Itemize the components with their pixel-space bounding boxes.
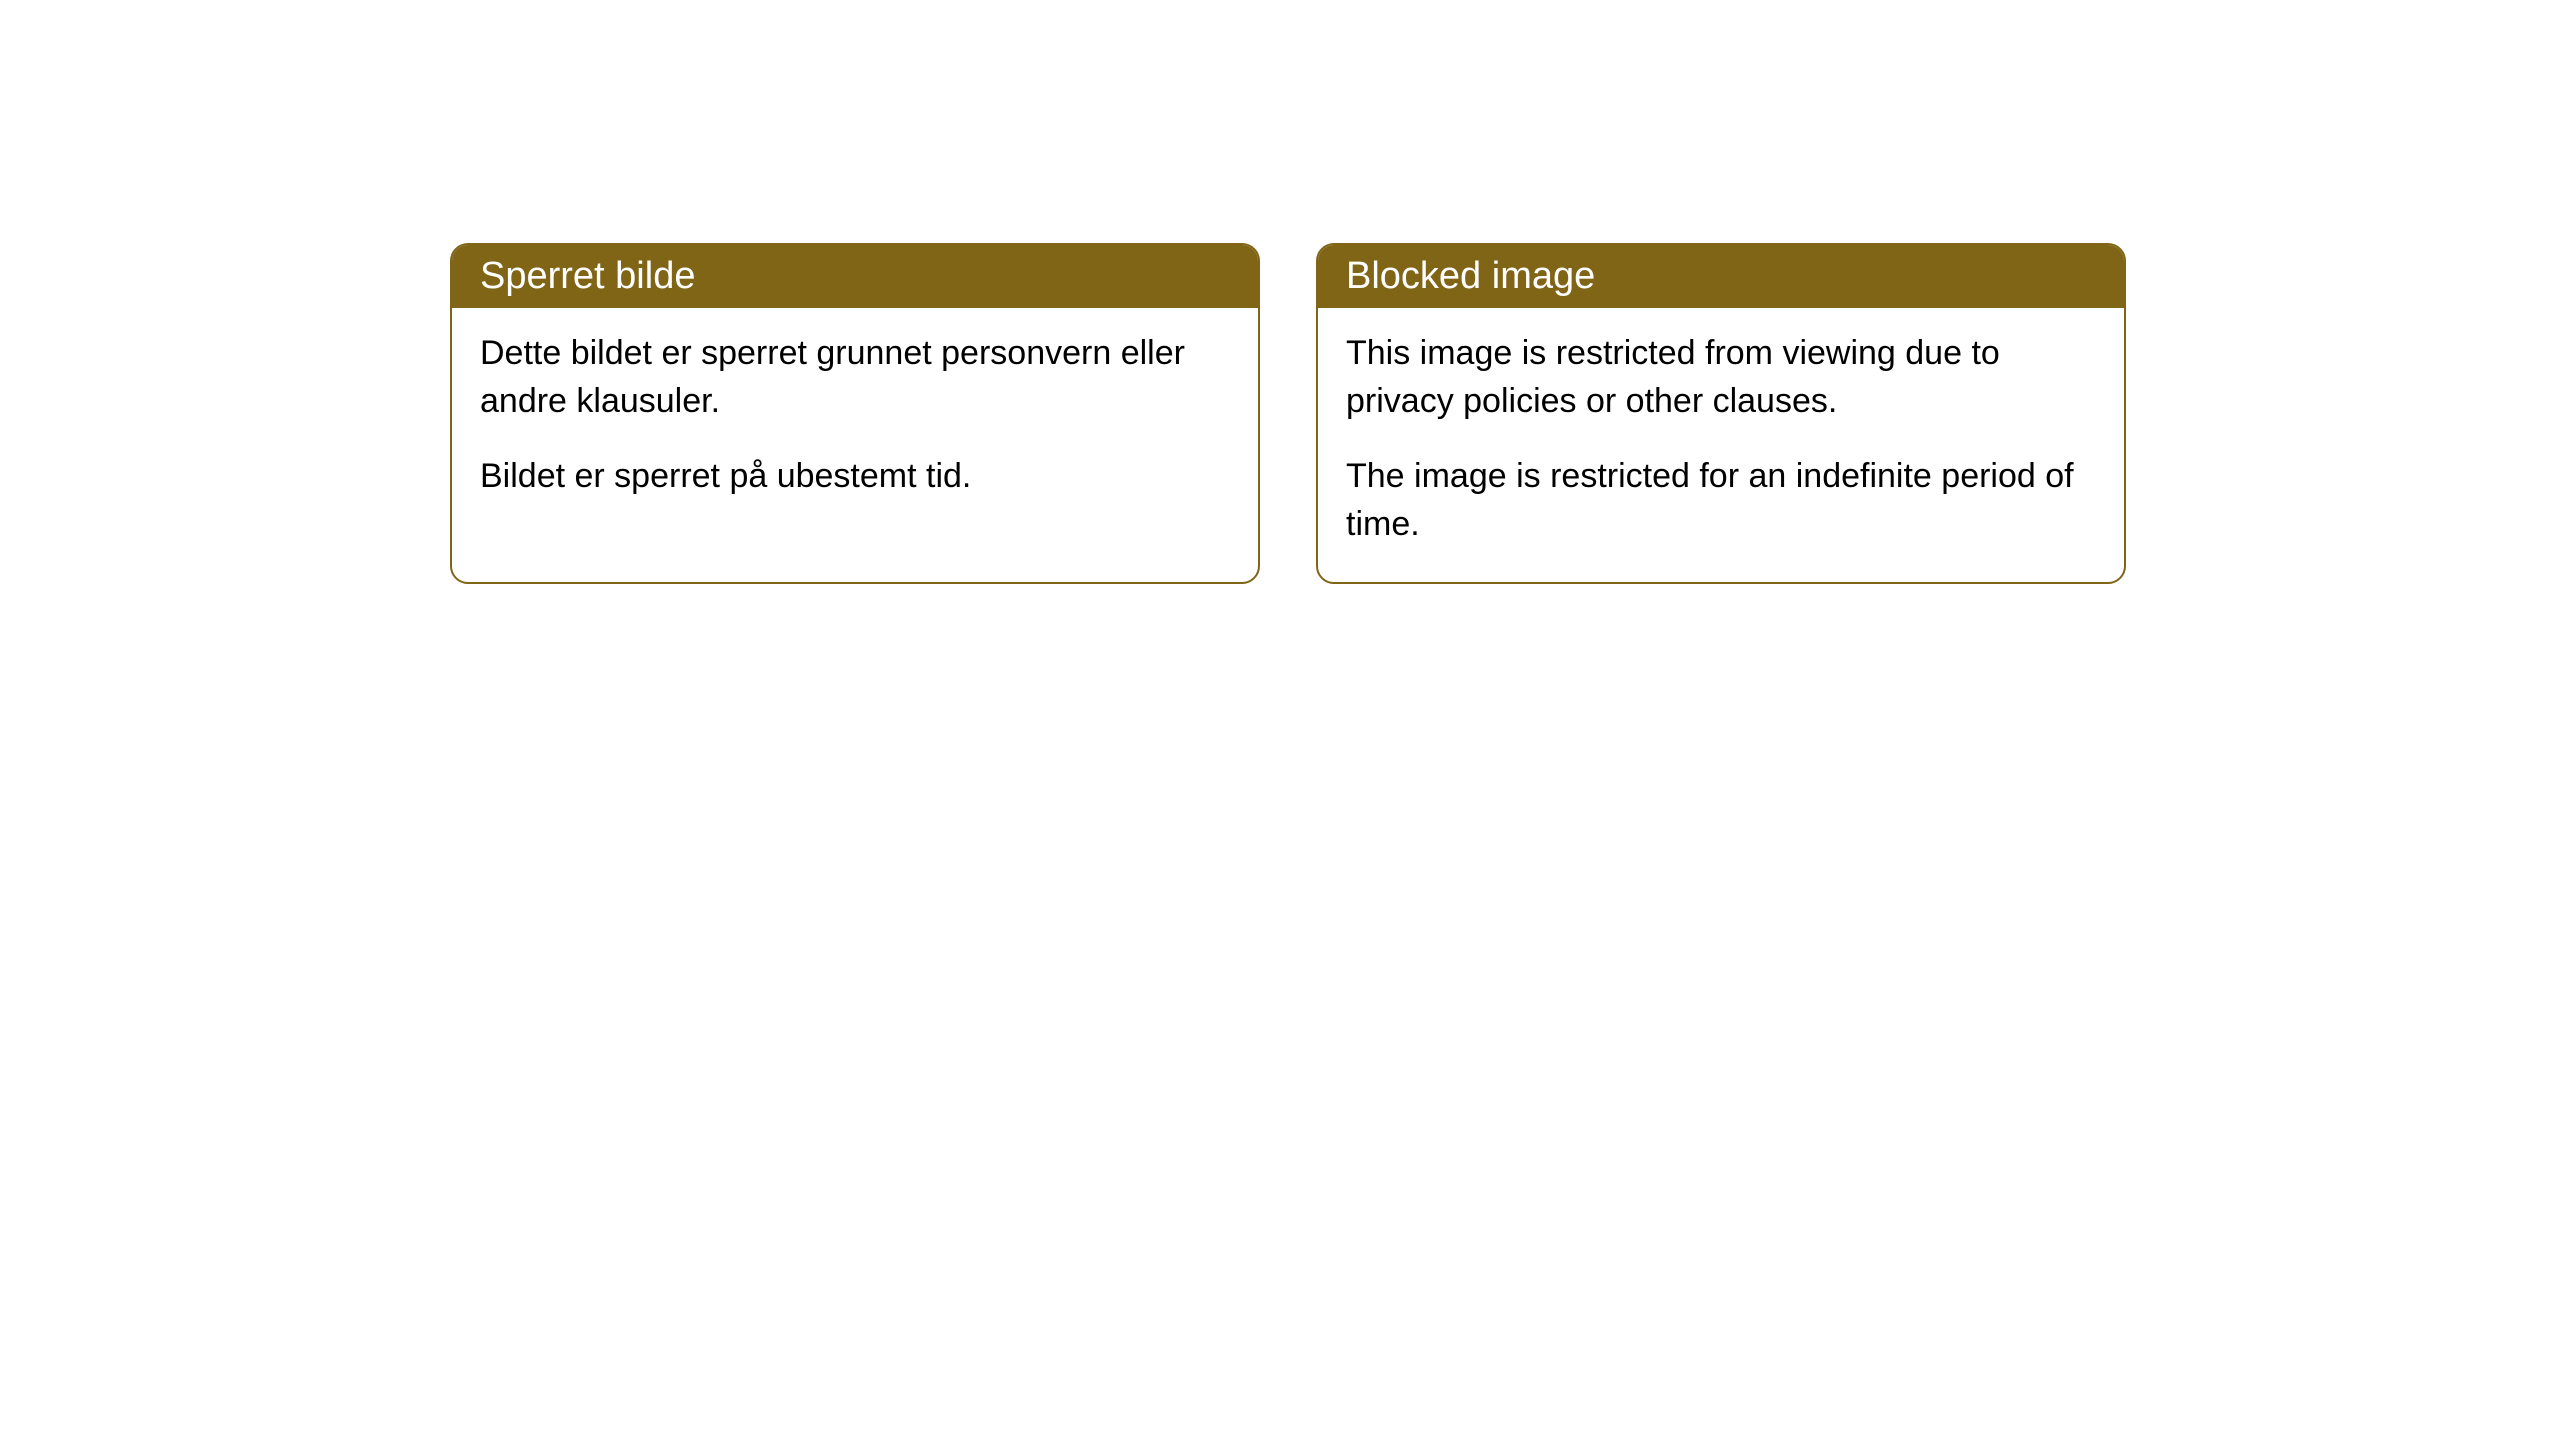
card-header-norwegian: Sperret bilde (452, 245, 1258, 308)
card-title-english: Blocked image (1346, 255, 1595, 297)
notice-card-english: Blocked image This image is restricted f… (1316, 243, 2126, 584)
card-header-english: Blocked image (1318, 245, 2124, 308)
card-paragraph-2-english: The image is restricted for an indefinit… (1346, 453, 2096, 548)
card-body-norwegian: Dette bildet er sperret grunnet personve… (452, 308, 1258, 535)
card-body-english: This image is restricted from viewing du… (1318, 308, 2124, 582)
card-title-norwegian: Sperret bilde (480, 255, 695, 297)
card-paragraph-2-norwegian: Bildet er sperret på ubestemt tid. (480, 453, 1230, 501)
notice-container: Sperret bilde Dette bildet er sperret gr… (0, 0, 2560, 584)
card-paragraph-1-english: This image is restricted from viewing du… (1346, 330, 2096, 425)
notice-card-norwegian: Sperret bilde Dette bildet er sperret gr… (450, 243, 1260, 584)
card-paragraph-1-norwegian: Dette bildet er sperret grunnet personve… (480, 330, 1230, 425)
